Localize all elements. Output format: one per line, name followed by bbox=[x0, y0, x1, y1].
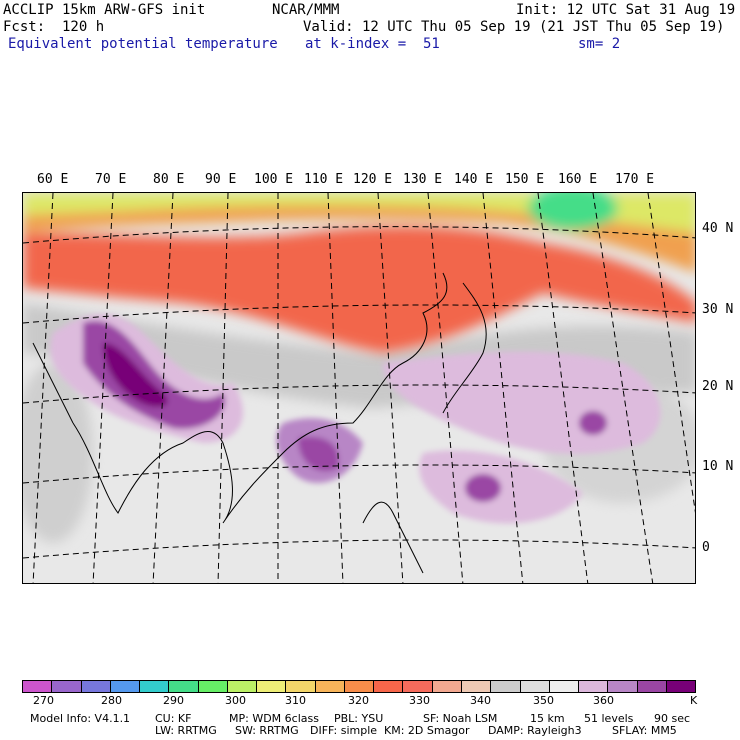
colorbar-swatch bbox=[198, 681, 228, 692]
colorbar-swatch bbox=[227, 681, 258, 692]
model-info-levels: 51 levels bbox=[584, 712, 634, 725]
lon-label: 120 E bbox=[353, 172, 393, 187]
valid-time: Valid: 12 UTC Thu 05 Sep 19 (21 JST Thu … bbox=[303, 19, 725, 35]
field-name: Equivalent potential temperature bbox=[8, 36, 278, 52]
colorbar-swatch bbox=[81, 681, 111, 692]
center-label: NCAR/MMM bbox=[272, 2, 340, 18]
model-info-version: Model Info: V4.1.1 bbox=[30, 712, 131, 725]
colorbar-unit: K bbox=[690, 694, 698, 707]
lon-label: 150 E bbox=[505, 172, 545, 187]
model-info-sw: SW: RRTMG bbox=[235, 724, 299, 737]
colorbar-swatch bbox=[257, 681, 287, 692]
smoothing-label: sm= 2 bbox=[578, 36, 621, 52]
colorbar-swatch bbox=[432, 681, 462, 692]
model-info-lw: LW: RRTMG bbox=[155, 724, 217, 737]
lat-label: 20 N bbox=[702, 379, 734, 394]
model-info-sf: SF: Noah LSM bbox=[423, 712, 498, 725]
lat-label: 0 bbox=[702, 540, 710, 555]
forecast-hour: Fcst: 120 h bbox=[3, 19, 105, 35]
map-canvas bbox=[23, 193, 695, 583]
lon-label: 90 E bbox=[205, 172, 237, 187]
colorbar-swatch bbox=[374, 681, 404, 692]
coastlines bbox=[32, 272, 487, 574]
colorbar-swatch bbox=[608, 681, 638, 692]
colorbar-label: 310 bbox=[285, 694, 306, 707]
colorbar-label: 300 bbox=[225, 694, 246, 707]
model-title: ACCLIP 15km ARW-GFS init bbox=[3, 2, 206, 18]
model-info-mp: MP: WDM 6class bbox=[229, 712, 319, 725]
colorbar-swatch bbox=[315, 681, 345, 692]
colorbar-swatch bbox=[520, 681, 550, 692]
colorbar-swatch bbox=[579, 681, 609, 692]
lon-label: 170 E bbox=[615, 172, 655, 187]
model-info-pbl: PBL: YSU bbox=[334, 712, 384, 725]
model-info-sflay: SFLAY: MM5 bbox=[612, 724, 677, 737]
lon-label: 100 E bbox=[254, 172, 294, 187]
colorbar-swatch bbox=[344, 681, 375, 692]
purple-regions bbox=[50, 314, 661, 524]
theta-e-map bbox=[22, 192, 696, 584]
colorbar-swatch bbox=[140, 681, 170, 692]
lon-label: 60 E bbox=[37, 172, 69, 187]
colorbar-swatch bbox=[110, 681, 141, 692]
lon-label: 70 E bbox=[95, 172, 127, 187]
colorbar-label: 360 bbox=[593, 694, 614, 707]
colorbar-swatch bbox=[637, 681, 667, 692]
model-info-res: 15 km bbox=[530, 712, 565, 725]
colorbar-label: 350 bbox=[533, 694, 554, 707]
colorbar-label: 320 bbox=[348, 694, 369, 707]
lon-label: 140 E bbox=[454, 172, 494, 187]
model-info-timestep: 90 sec bbox=[654, 712, 691, 725]
colorbar-label: 340 bbox=[470, 694, 491, 707]
colorbar-label: 330 bbox=[409, 694, 430, 707]
model-info-diff: DIFF: simple bbox=[310, 724, 378, 737]
lon-label: 130 E bbox=[403, 172, 443, 187]
colorbar-swatch bbox=[52, 681, 82, 692]
colorbar-swatch bbox=[23, 681, 53, 692]
level-index: at k-index = 51 bbox=[305, 36, 440, 52]
colorbar-swatch bbox=[549, 681, 580, 692]
colorbar bbox=[22, 680, 696, 693]
model-info-damp: DAMP: Rayleigh3 bbox=[488, 724, 582, 737]
colorbar-label: 270 bbox=[33, 694, 54, 707]
model-info-km: KM: 2D Smagor bbox=[384, 724, 470, 737]
colorbar-swatch bbox=[491, 681, 521, 692]
colorbar-swatch bbox=[169, 681, 199, 692]
lon-label: 160 E bbox=[558, 172, 598, 187]
colorbar-swatch bbox=[286, 681, 316, 692]
lon-label: 80 E bbox=[153, 172, 185, 187]
warm-band bbox=[23, 193, 695, 353]
lat-label: 40 N bbox=[702, 221, 734, 236]
colorbar-label: 290 bbox=[163, 694, 184, 707]
colorbar-label: 280 bbox=[101, 694, 122, 707]
lat-label: 10 N bbox=[702, 459, 734, 474]
init-time: Init: 12 UTC Sat 31 Aug 19 bbox=[516, 2, 736, 18]
model-info-cu: CU: KF bbox=[155, 712, 192, 725]
colorbar-swatch bbox=[666, 681, 696, 692]
graticule bbox=[23, 193, 695, 583]
colorbar-swatch bbox=[403, 681, 433, 692]
lat-label: 30 N bbox=[702, 302, 734, 317]
colorbar-swatch bbox=[461, 681, 492, 692]
lon-label: 110 E bbox=[304, 172, 344, 187]
